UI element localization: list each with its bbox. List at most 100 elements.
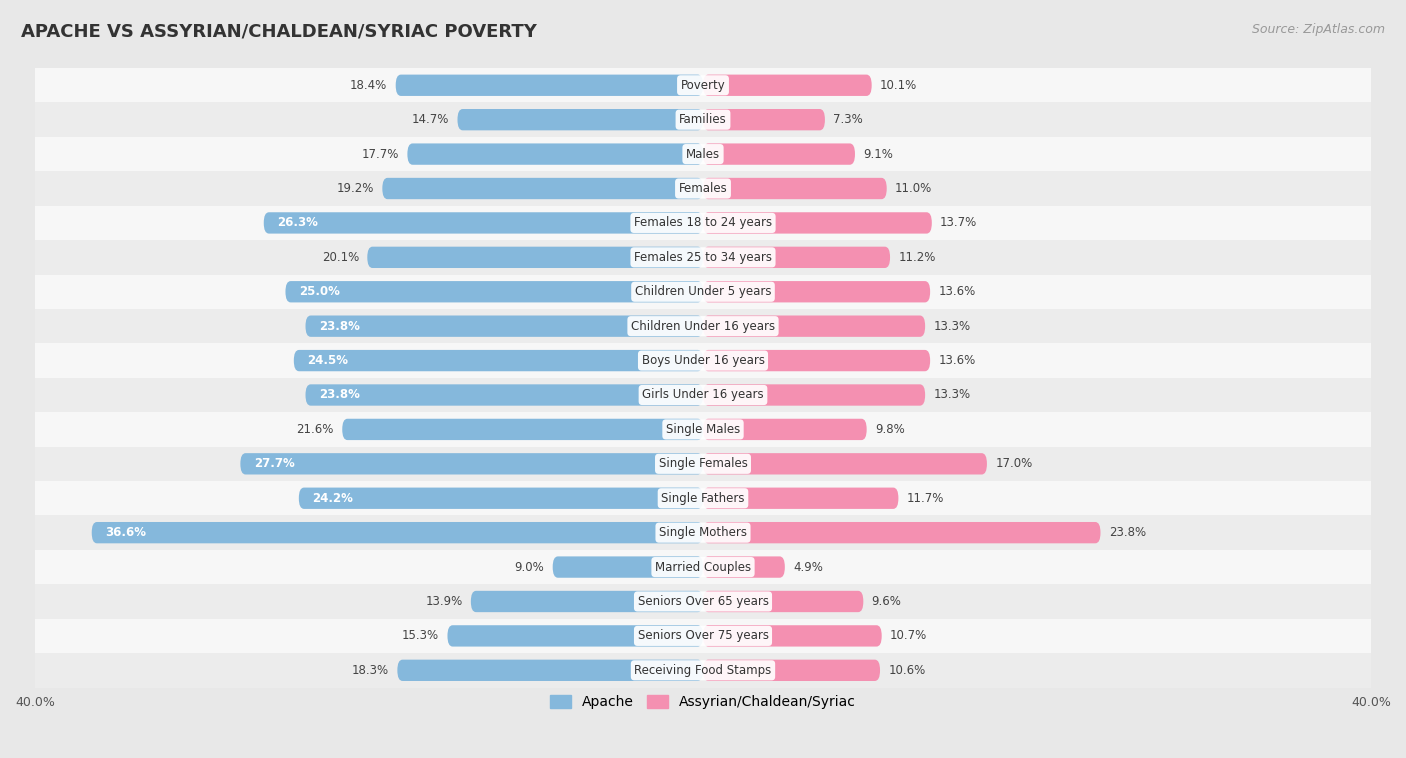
FancyBboxPatch shape: [703, 212, 932, 233]
Bar: [35, 343, 1371, 377]
Bar: [35, 171, 1371, 205]
Text: 11.7%: 11.7%: [907, 492, 945, 505]
FancyBboxPatch shape: [447, 625, 703, 647]
FancyBboxPatch shape: [91, 522, 703, 543]
Text: 14.7%: 14.7%: [412, 113, 449, 126]
FancyBboxPatch shape: [299, 487, 703, 509]
Text: 9.6%: 9.6%: [872, 595, 901, 608]
Text: 13.7%: 13.7%: [941, 217, 977, 230]
FancyBboxPatch shape: [264, 212, 703, 233]
FancyBboxPatch shape: [457, 109, 703, 130]
Text: Receiving Food Stamps: Receiving Food Stamps: [634, 664, 772, 677]
Text: 10.7%: 10.7%: [890, 629, 928, 642]
FancyBboxPatch shape: [285, 281, 703, 302]
FancyBboxPatch shape: [703, 418, 866, 440]
Text: 21.6%: 21.6%: [297, 423, 333, 436]
Bar: [35, 205, 1371, 240]
FancyBboxPatch shape: [305, 315, 703, 337]
FancyBboxPatch shape: [240, 453, 703, 475]
FancyBboxPatch shape: [703, 625, 882, 647]
Text: 19.2%: 19.2%: [336, 182, 374, 195]
Bar: [35, 619, 1371, 653]
Text: 18.3%: 18.3%: [352, 664, 389, 677]
FancyBboxPatch shape: [703, 178, 887, 199]
Bar: [35, 584, 1371, 619]
Text: 4.9%: 4.9%: [793, 561, 823, 574]
Bar: [35, 240, 1371, 274]
FancyBboxPatch shape: [703, 487, 898, 509]
Text: 9.0%: 9.0%: [515, 561, 544, 574]
Bar: [35, 68, 1371, 102]
Text: 11.2%: 11.2%: [898, 251, 936, 264]
Bar: [35, 377, 1371, 412]
FancyBboxPatch shape: [342, 418, 703, 440]
FancyBboxPatch shape: [703, 315, 925, 337]
Text: 27.7%: 27.7%: [253, 457, 294, 470]
FancyBboxPatch shape: [703, 384, 925, 406]
Text: 24.5%: 24.5%: [307, 354, 349, 367]
Text: Married Couples: Married Couples: [655, 561, 751, 574]
FancyBboxPatch shape: [408, 143, 703, 164]
FancyBboxPatch shape: [382, 178, 703, 199]
Text: 17.0%: 17.0%: [995, 457, 1032, 470]
Text: Males: Males: [686, 148, 720, 161]
Bar: [35, 412, 1371, 446]
FancyBboxPatch shape: [367, 246, 703, 268]
FancyBboxPatch shape: [703, 350, 931, 371]
FancyBboxPatch shape: [703, 453, 987, 475]
FancyBboxPatch shape: [703, 556, 785, 578]
FancyBboxPatch shape: [703, 246, 890, 268]
Text: 13.3%: 13.3%: [934, 389, 970, 402]
Text: Seniors Over 65 years: Seniors Over 65 years: [637, 595, 769, 608]
FancyBboxPatch shape: [703, 659, 880, 681]
FancyBboxPatch shape: [703, 74, 872, 96]
FancyBboxPatch shape: [398, 659, 703, 681]
FancyBboxPatch shape: [395, 74, 703, 96]
Text: 25.0%: 25.0%: [299, 285, 340, 298]
Text: Single Fathers: Single Fathers: [661, 492, 745, 505]
Text: Females 18 to 24 years: Females 18 to 24 years: [634, 217, 772, 230]
Text: 15.3%: 15.3%: [402, 629, 439, 642]
Text: 11.0%: 11.0%: [896, 182, 932, 195]
Text: 10.6%: 10.6%: [889, 664, 925, 677]
Bar: [35, 274, 1371, 309]
Text: 18.4%: 18.4%: [350, 79, 387, 92]
Text: Single Females: Single Females: [658, 457, 748, 470]
Bar: [35, 309, 1371, 343]
Text: Females 25 to 34 years: Females 25 to 34 years: [634, 251, 772, 264]
Bar: [35, 515, 1371, 550]
FancyBboxPatch shape: [703, 143, 855, 164]
Bar: [35, 653, 1371, 688]
FancyBboxPatch shape: [703, 590, 863, 612]
Text: 13.6%: 13.6%: [938, 354, 976, 367]
Text: 10.1%: 10.1%: [880, 79, 917, 92]
Bar: [35, 102, 1371, 137]
Text: 23.8%: 23.8%: [319, 389, 360, 402]
FancyBboxPatch shape: [305, 384, 703, 406]
FancyBboxPatch shape: [553, 556, 703, 578]
Text: Single Mothers: Single Mothers: [659, 526, 747, 539]
Text: Children Under 16 years: Children Under 16 years: [631, 320, 775, 333]
Bar: [35, 446, 1371, 481]
Text: 13.6%: 13.6%: [938, 285, 976, 298]
Text: Girls Under 16 years: Girls Under 16 years: [643, 389, 763, 402]
Text: 36.6%: 36.6%: [105, 526, 146, 539]
FancyBboxPatch shape: [471, 590, 703, 612]
Bar: [35, 550, 1371, 584]
FancyBboxPatch shape: [294, 350, 703, 371]
Text: 9.8%: 9.8%: [875, 423, 905, 436]
Text: Families: Families: [679, 113, 727, 126]
Legend: Apache, Assyrian/Chaldean/Syriac: Apache, Assyrian/Chaldean/Syriac: [544, 690, 862, 715]
Text: 26.3%: 26.3%: [277, 217, 318, 230]
Text: APACHE VS ASSYRIAN/CHALDEAN/SYRIAC POVERTY: APACHE VS ASSYRIAN/CHALDEAN/SYRIAC POVER…: [21, 23, 537, 41]
Bar: [35, 481, 1371, 515]
Text: Children Under 5 years: Children Under 5 years: [634, 285, 772, 298]
Text: 9.1%: 9.1%: [863, 148, 893, 161]
Text: 23.8%: 23.8%: [1109, 526, 1146, 539]
Text: Poverty: Poverty: [681, 79, 725, 92]
Bar: [35, 137, 1371, 171]
FancyBboxPatch shape: [703, 109, 825, 130]
Text: Boys Under 16 years: Boys Under 16 years: [641, 354, 765, 367]
Text: 13.3%: 13.3%: [934, 320, 970, 333]
Text: Females: Females: [679, 182, 727, 195]
